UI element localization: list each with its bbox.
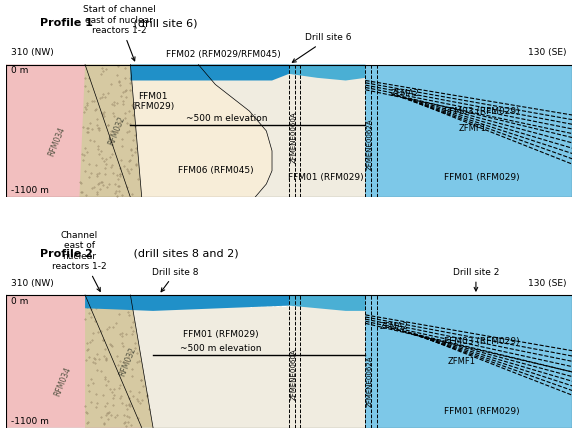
Polygon shape — [365, 64, 572, 197]
Text: ~500 m elevation: ~500 m elevation — [180, 344, 262, 353]
Text: ZFMENE0060A: ZFMENE0060A — [291, 349, 297, 400]
Polygon shape — [289, 295, 365, 428]
Text: ZFMA2: ZFMA2 — [391, 89, 420, 98]
Text: ZFMENE0062A: ZFMENE0062A — [367, 118, 373, 170]
Polygon shape — [6, 295, 572, 428]
Text: RFM032: RFM032 — [117, 345, 138, 377]
Polygon shape — [365, 295, 572, 428]
Text: RFM034: RFM034 — [53, 365, 72, 397]
Polygon shape — [289, 64, 365, 80]
Text: 310 (NW): 310 (NW) — [12, 48, 54, 57]
Text: ZFMF1: ZFMF1 — [447, 357, 476, 366]
Text: Profile 1: Profile 1 — [40, 19, 92, 29]
Text: Drill site 2: Drill site 2 — [453, 267, 499, 291]
Text: ZFMF1: ZFMF1 — [459, 124, 487, 133]
Polygon shape — [198, 64, 289, 197]
Text: FFM01 (RFM029): FFM01 (RFM029) — [444, 173, 520, 182]
Text: ZFMA2: ZFMA2 — [380, 322, 409, 331]
Polygon shape — [85, 295, 289, 311]
Polygon shape — [131, 64, 272, 197]
Text: -1100 m: -1100 m — [12, 417, 49, 426]
Text: FFM02 (RFM029/RFM045): FFM02 (RFM029/RFM045) — [166, 50, 281, 59]
Text: Drill site 8: Drill site 8 — [153, 267, 199, 292]
Polygon shape — [79, 64, 142, 197]
Polygon shape — [6, 13, 572, 197]
Polygon shape — [131, 295, 289, 428]
Text: RFM034: RFM034 — [47, 125, 66, 158]
Text: FFM03 (RFM029): FFM03 (RFM029) — [444, 107, 520, 115]
Text: FFM06 (RFM045): FFM06 (RFM045) — [177, 166, 253, 175]
Text: (drill site 6): (drill site 6) — [131, 19, 198, 29]
Text: FFM02 (RFM029): FFM02 (RFM029) — [212, 300, 298, 309]
Text: ~500 m elevation: ~500 m elevation — [186, 114, 268, 123]
Text: Profile 2: Profile 2 — [40, 249, 92, 259]
Text: Start of channel
east of nuclear
reactors 1-2: Start of channel east of nuclear reactor… — [83, 5, 155, 61]
Text: FFM01
(RFM029): FFM01 (RFM029) — [131, 92, 175, 111]
Polygon shape — [289, 64, 365, 197]
Text: FFM01 (RFM029): FFM01 (RFM029) — [444, 407, 520, 416]
Polygon shape — [131, 64, 289, 80]
Text: ZFMENE0062A: ZFMENE0062A — [367, 356, 373, 407]
Polygon shape — [6, 295, 142, 428]
Text: 130 (SE): 130 (SE) — [528, 279, 566, 288]
Text: (drill sites 8 and 2): (drill sites 8 and 2) — [131, 249, 239, 259]
Text: Channel
east of
nuclear
reactors 1-2: Channel east of nuclear reactors 1-2 — [52, 231, 107, 292]
Text: FFM01 (RFM029): FFM01 (RFM029) — [288, 173, 364, 182]
Text: 310 (NW): 310 (NW) — [12, 279, 54, 288]
Text: Drill site 6: Drill site 6 — [292, 33, 352, 62]
Text: RFM032: RFM032 — [106, 115, 126, 147]
Text: 0 m: 0 m — [12, 297, 29, 306]
Text: ZFMENE0060A: ZFMENE0060A — [291, 112, 297, 163]
Text: -1100 m: -1100 m — [12, 187, 49, 195]
Text: FFM01 (RFM029): FFM01 (RFM029) — [183, 330, 259, 339]
Text: 0 m: 0 m — [12, 67, 29, 76]
Polygon shape — [6, 64, 131, 197]
Text: FFM03 (RFM029): FFM03 (RFM029) — [444, 337, 520, 346]
Text: 130 (SE): 130 (SE) — [528, 48, 566, 57]
Polygon shape — [289, 295, 365, 311]
Polygon shape — [85, 295, 153, 428]
